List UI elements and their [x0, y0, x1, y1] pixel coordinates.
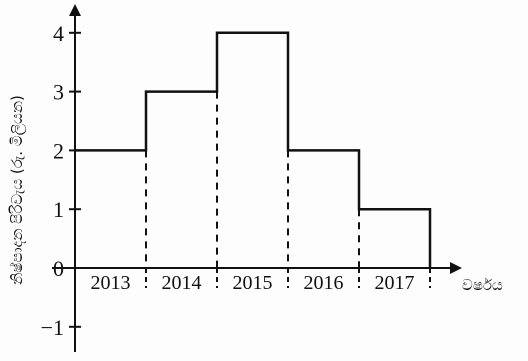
y-tick-label-3: 3: [53, 80, 64, 105]
y-tick-label--1: −1: [41, 315, 64, 340]
y-tick-label-2: 2: [53, 138, 64, 163]
category-label-2015: 2015: [233, 272, 273, 294]
y-tick-label-1: 1: [53, 197, 64, 222]
category-label-2017: 2017: [375, 272, 415, 294]
category-label-2014: 2014: [162, 272, 202, 294]
y-tick-label-4: 4: [53, 21, 64, 46]
category-label-2016: 2016: [304, 272, 344, 294]
chart-marks: −1 0 1 2 3 4 2013 2014 2015 2016 2017: [41, 21, 432, 340]
x-axis-title: වර්ෂය: [462, 276, 503, 294]
category-label-2013: 2013: [91, 272, 131, 294]
step-line: [75, 31, 432, 268]
y-tick-label-0: 0: [53, 256, 64, 281]
y-axis-title: නිෂ්පාදන පිරිවැය (රු. මිලියන): [8, 95, 26, 285]
